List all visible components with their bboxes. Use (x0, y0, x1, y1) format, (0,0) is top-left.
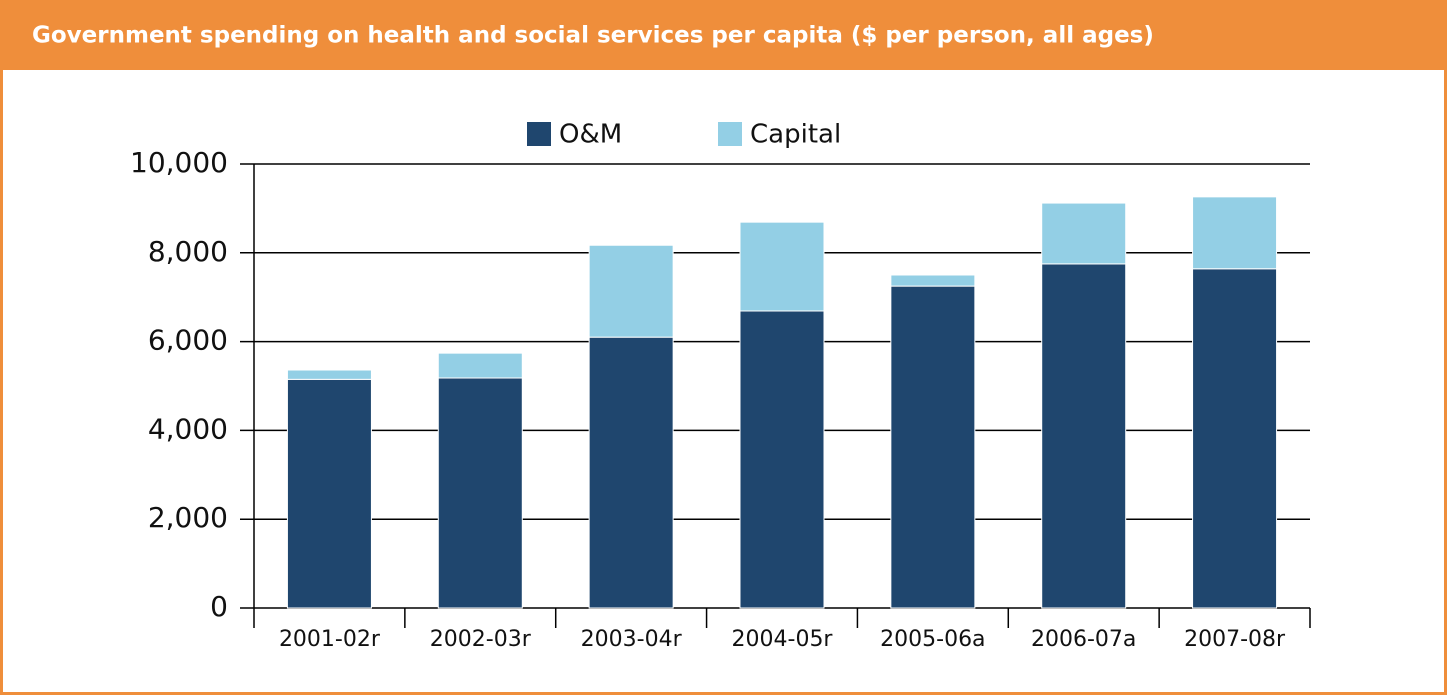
bar-segment (588, 336, 674, 609)
bar-segment (890, 274, 976, 287)
bar-segment (286, 369, 372, 380)
header (0, 0, 1447, 70)
y-tick-label: 0 (210, 590, 228, 623)
bar-segment (1192, 268, 1278, 609)
y-tick-label: 8,000 (148, 235, 228, 268)
legend-label: O&M (559, 120, 622, 150)
y-tick-label: 6,000 (148, 324, 228, 357)
bar-segment (1041, 263, 1127, 609)
bar-segment (890, 285, 976, 609)
x-tick-label: 2003-04r (581, 627, 683, 652)
bar-segment (739, 310, 825, 609)
bar-segment (1192, 196, 1278, 270)
bar-segment (739, 221, 825, 312)
bar-segment (1041, 202, 1127, 265)
y-tick-label: 4,000 (148, 412, 228, 445)
bar-segment (588, 244, 674, 338)
bar-segment (437, 377, 523, 609)
bar-segment (286, 378, 372, 609)
x-tick-label: 2007-08r (1184, 627, 1286, 652)
x-tick-label: 2006-07a (1031, 627, 1136, 652)
x-tick-label: 2001-02r (279, 627, 381, 652)
bar-segment (437, 352, 523, 379)
chart-title: Government spending on health and social… (32, 23, 1154, 49)
x-tick-label: 2004-05r (732, 627, 834, 652)
legend-label: Capital (750, 120, 841, 150)
y-tick-label: 2,000 (148, 501, 228, 534)
legend-swatch (718, 122, 742, 146)
legend-swatch (527, 122, 551, 146)
x-tick-label: 2005-06a (880, 627, 985, 652)
x-tick-label: 2002-03r (430, 627, 532, 652)
y-tick-label: 10,000 (130, 146, 228, 179)
